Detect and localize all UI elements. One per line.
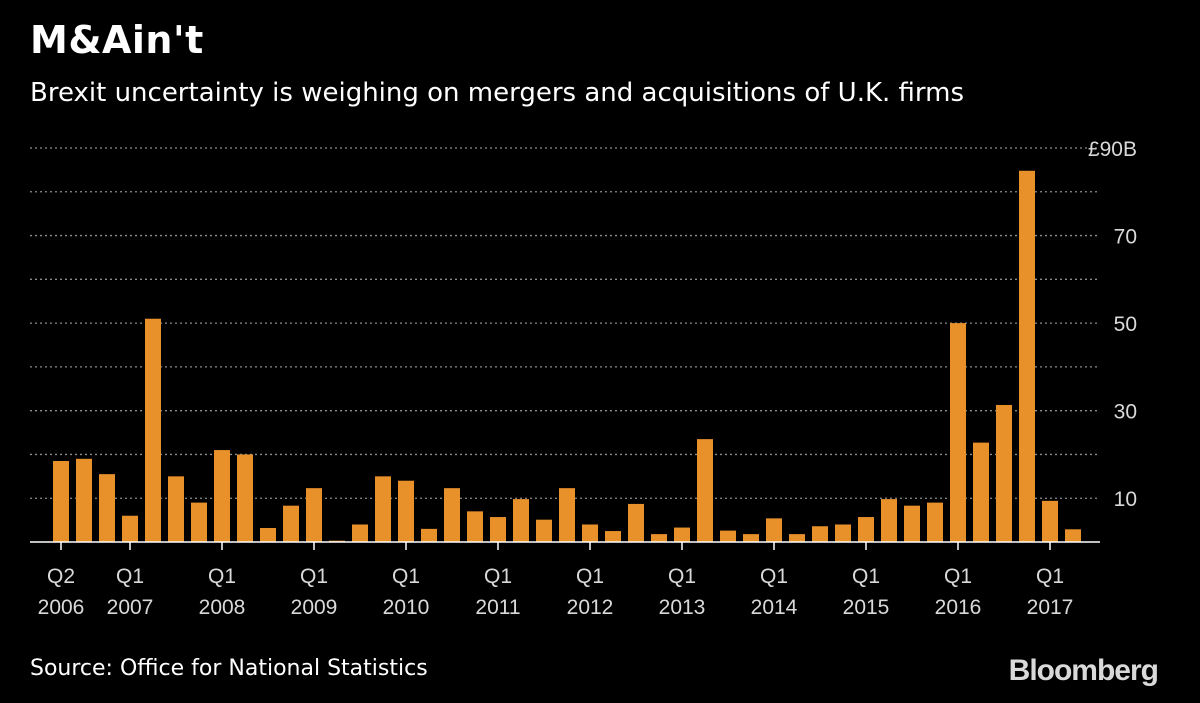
x-tick-label-year: 2014 [751, 596, 798, 619]
bar [628, 503, 644, 542]
x-tick-label-quarter: Q1 [392, 565, 420, 588]
y-tick-label: 50 [1114, 313, 1137, 336]
x-tick-label-year: 2013 [659, 596, 706, 619]
y-tick-label: 70 [1114, 226, 1137, 249]
x-tick-label-year: 2015 [843, 596, 890, 619]
bar [789, 534, 805, 542]
bar [1065, 529, 1081, 542]
x-tick-label-quarter: Q1 [300, 565, 328, 588]
bar [835, 524, 851, 542]
bar [927, 502, 943, 542]
x-tick-label-quarter: Q1 [208, 565, 236, 588]
bar [237, 454, 253, 542]
bar [996, 404, 1012, 542]
x-tick-label-quarter: Q1 [116, 565, 144, 588]
bars [53, 170, 1081, 542]
bar [536, 519, 552, 542]
bar [421, 528, 437, 542]
chart-subtitle: Brexit uncertainty is weighing on merger… [30, 78, 965, 108]
bar [904, 505, 920, 542]
x-tick-label-year: 2017 [1027, 596, 1074, 619]
gridlines [30, 147, 1100, 499]
x-tick-label-year: 2016 [935, 596, 982, 619]
bar [168, 476, 184, 542]
bar [743, 534, 759, 542]
x-tick-label-year: 2009 [291, 596, 338, 619]
bar [513, 499, 529, 542]
bar [99, 474, 115, 542]
bar [766, 518, 782, 542]
source-note: Source: Office for National Statistics [30, 656, 428, 681]
bloomberg-logo: Bloomberg [1008, 654, 1159, 687]
x-tick-label-year: 2007 [107, 596, 154, 619]
bar [191, 502, 207, 542]
bar [490, 517, 506, 542]
x-tick-label-quarter: Q1 [760, 565, 788, 588]
bar [145, 318, 161, 542]
y-tick-label: 10 [1114, 488, 1137, 511]
x-tick-label-quarter: Q1 [1036, 565, 1064, 588]
bar [122, 515, 138, 542]
bar [720, 530, 736, 542]
y-tick-label: £90B [1088, 138, 1137, 161]
x-tick-label-quarter: Q1 [484, 565, 512, 588]
bar [214, 450, 230, 542]
bar [444, 488, 460, 542]
bar [858, 517, 874, 542]
x-tick-label-quarter: Q1 [852, 565, 880, 588]
bar [674, 527, 690, 542]
bar [306, 488, 322, 542]
x-tick-label-quarter: Q1 [668, 565, 696, 588]
x-tick-label-quarter: Q1 [576, 565, 604, 588]
bar [467, 511, 483, 542]
bar [950, 323, 966, 542]
bar [881, 499, 897, 542]
chart-title: M&Ain't [30, 18, 204, 62]
bar [812, 526, 828, 542]
x-tick-label-year: 2010 [383, 596, 430, 619]
x-tick-label-year: 2012 [567, 596, 614, 619]
bar [1019, 170, 1035, 542]
axes: £90B 70 50 30 10 Q2 2006 Q1 2007 Q1 2008 Q1 2009 Q1 20… [30, 138, 1137, 619]
bar [352, 524, 368, 542]
bar [398, 480, 414, 542]
bar [375, 476, 391, 542]
bar [697, 439, 713, 542]
x-tick-label-quarter: Q1 [944, 565, 972, 588]
bar [260, 527, 276, 542]
x-tick-label-year: 2006 [38, 596, 85, 619]
bar [605, 531, 621, 542]
bar [582, 524, 598, 542]
x-tick-label-quarter: Q2 [47, 565, 75, 588]
y-tick-label: 30 [1114, 401, 1137, 424]
x-tick-label-year: 2011 [475, 596, 520, 619]
bar [283, 505, 299, 542]
bar [76, 458, 92, 542]
bar [651, 534, 667, 542]
bar [973, 442, 989, 542]
bar [559, 488, 575, 542]
x-tick-label-year: 2008 [199, 596, 246, 619]
bar [53, 461, 69, 542]
bar [1042, 500, 1058, 542]
